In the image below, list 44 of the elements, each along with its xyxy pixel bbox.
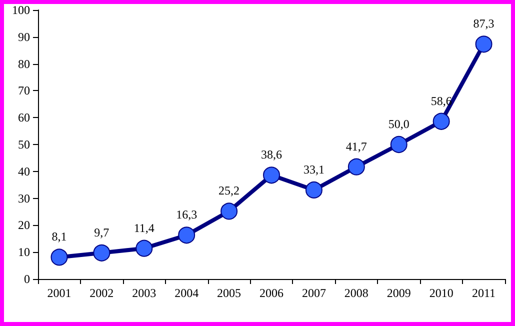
x-tick-label: 2009 — [386, 286, 411, 300]
data-label: 87,3 — [473, 16, 494, 31]
x-tick-label: 2010 — [429, 286, 454, 300]
point — [220, 202, 238, 220]
data-label: 41,7 — [346, 139, 367, 154]
point — [263, 166, 280, 184]
point — [93, 244, 110, 262]
x-tick-label: 2005 — [217, 286, 242, 300]
data-label: 38,6 — [261, 148, 282, 162]
data-label: 58,6 — [430, 94, 452, 108]
point — [390, 136, 408, 153]
y-tick-label: 100 — [12, 3, 30, 17]
x-tick-label: 2011 — [472, 286, 496, 300]
y-tick-label: 10 — [18, 245, 30, 260]
y-tick-label: 70 — [18, 84, 30, 98]
y-tick-label: 80 — [18, 56, 30, 71]
point — [178, 226, 196, 244]
x-tick-label: 2008 — [344, 286, 368, 300]
x-tick-label: 2001 — [47, 286, 72, 300]
y-tick-label: 30 — [18, 191, 30, 206]
x-tick-label: 2007 — [302, 286, 326, 300]
data-label: 25,2 — [218, 184, 240, 198]
y-tick-label: 60 — [18, 110, 30, 125]
data-label: 33,1 — [303, 162, 324, 176]
point — [136, 240, 153, 257]
data-label: 50,0 — [388, 117, 410, 131]
point — [50, 248, 68, 266]
y-tick-label: 40 — [18, 164, 30, 178]
point — [348, 158, 365, 176]
point — [432, 112, 450, 130]
data-label: 9,7 — [94, 225, 110, 240]
point — [475, 36, 492, 53]
x-tick-label: 2002 — [90, 286, 114, 300]
x-tick-label: 2004 — [174, 286, 199, 300]
x-tick-label: 2006 — [260, 286, 284, 300]
x-tick-label: 2003 — [132, 286, 156, 300]
data-label: 16,3 — [176, 208, 198, 222]
point — [305, 181, 322, 198]
y-tick-label: 50 — [18, 138, 30, 152]
y-tick-label: 0 — [24, 272, 30, 286]
y-tick-label: 20 — [18, 218, 30, 232]
y-tick-label: 90 — [18, 30, 30, 44]
data-label: 8,1 — [52, 230, 67, 244]
data-label: 11,4 — [134, 220, 154, 235]
